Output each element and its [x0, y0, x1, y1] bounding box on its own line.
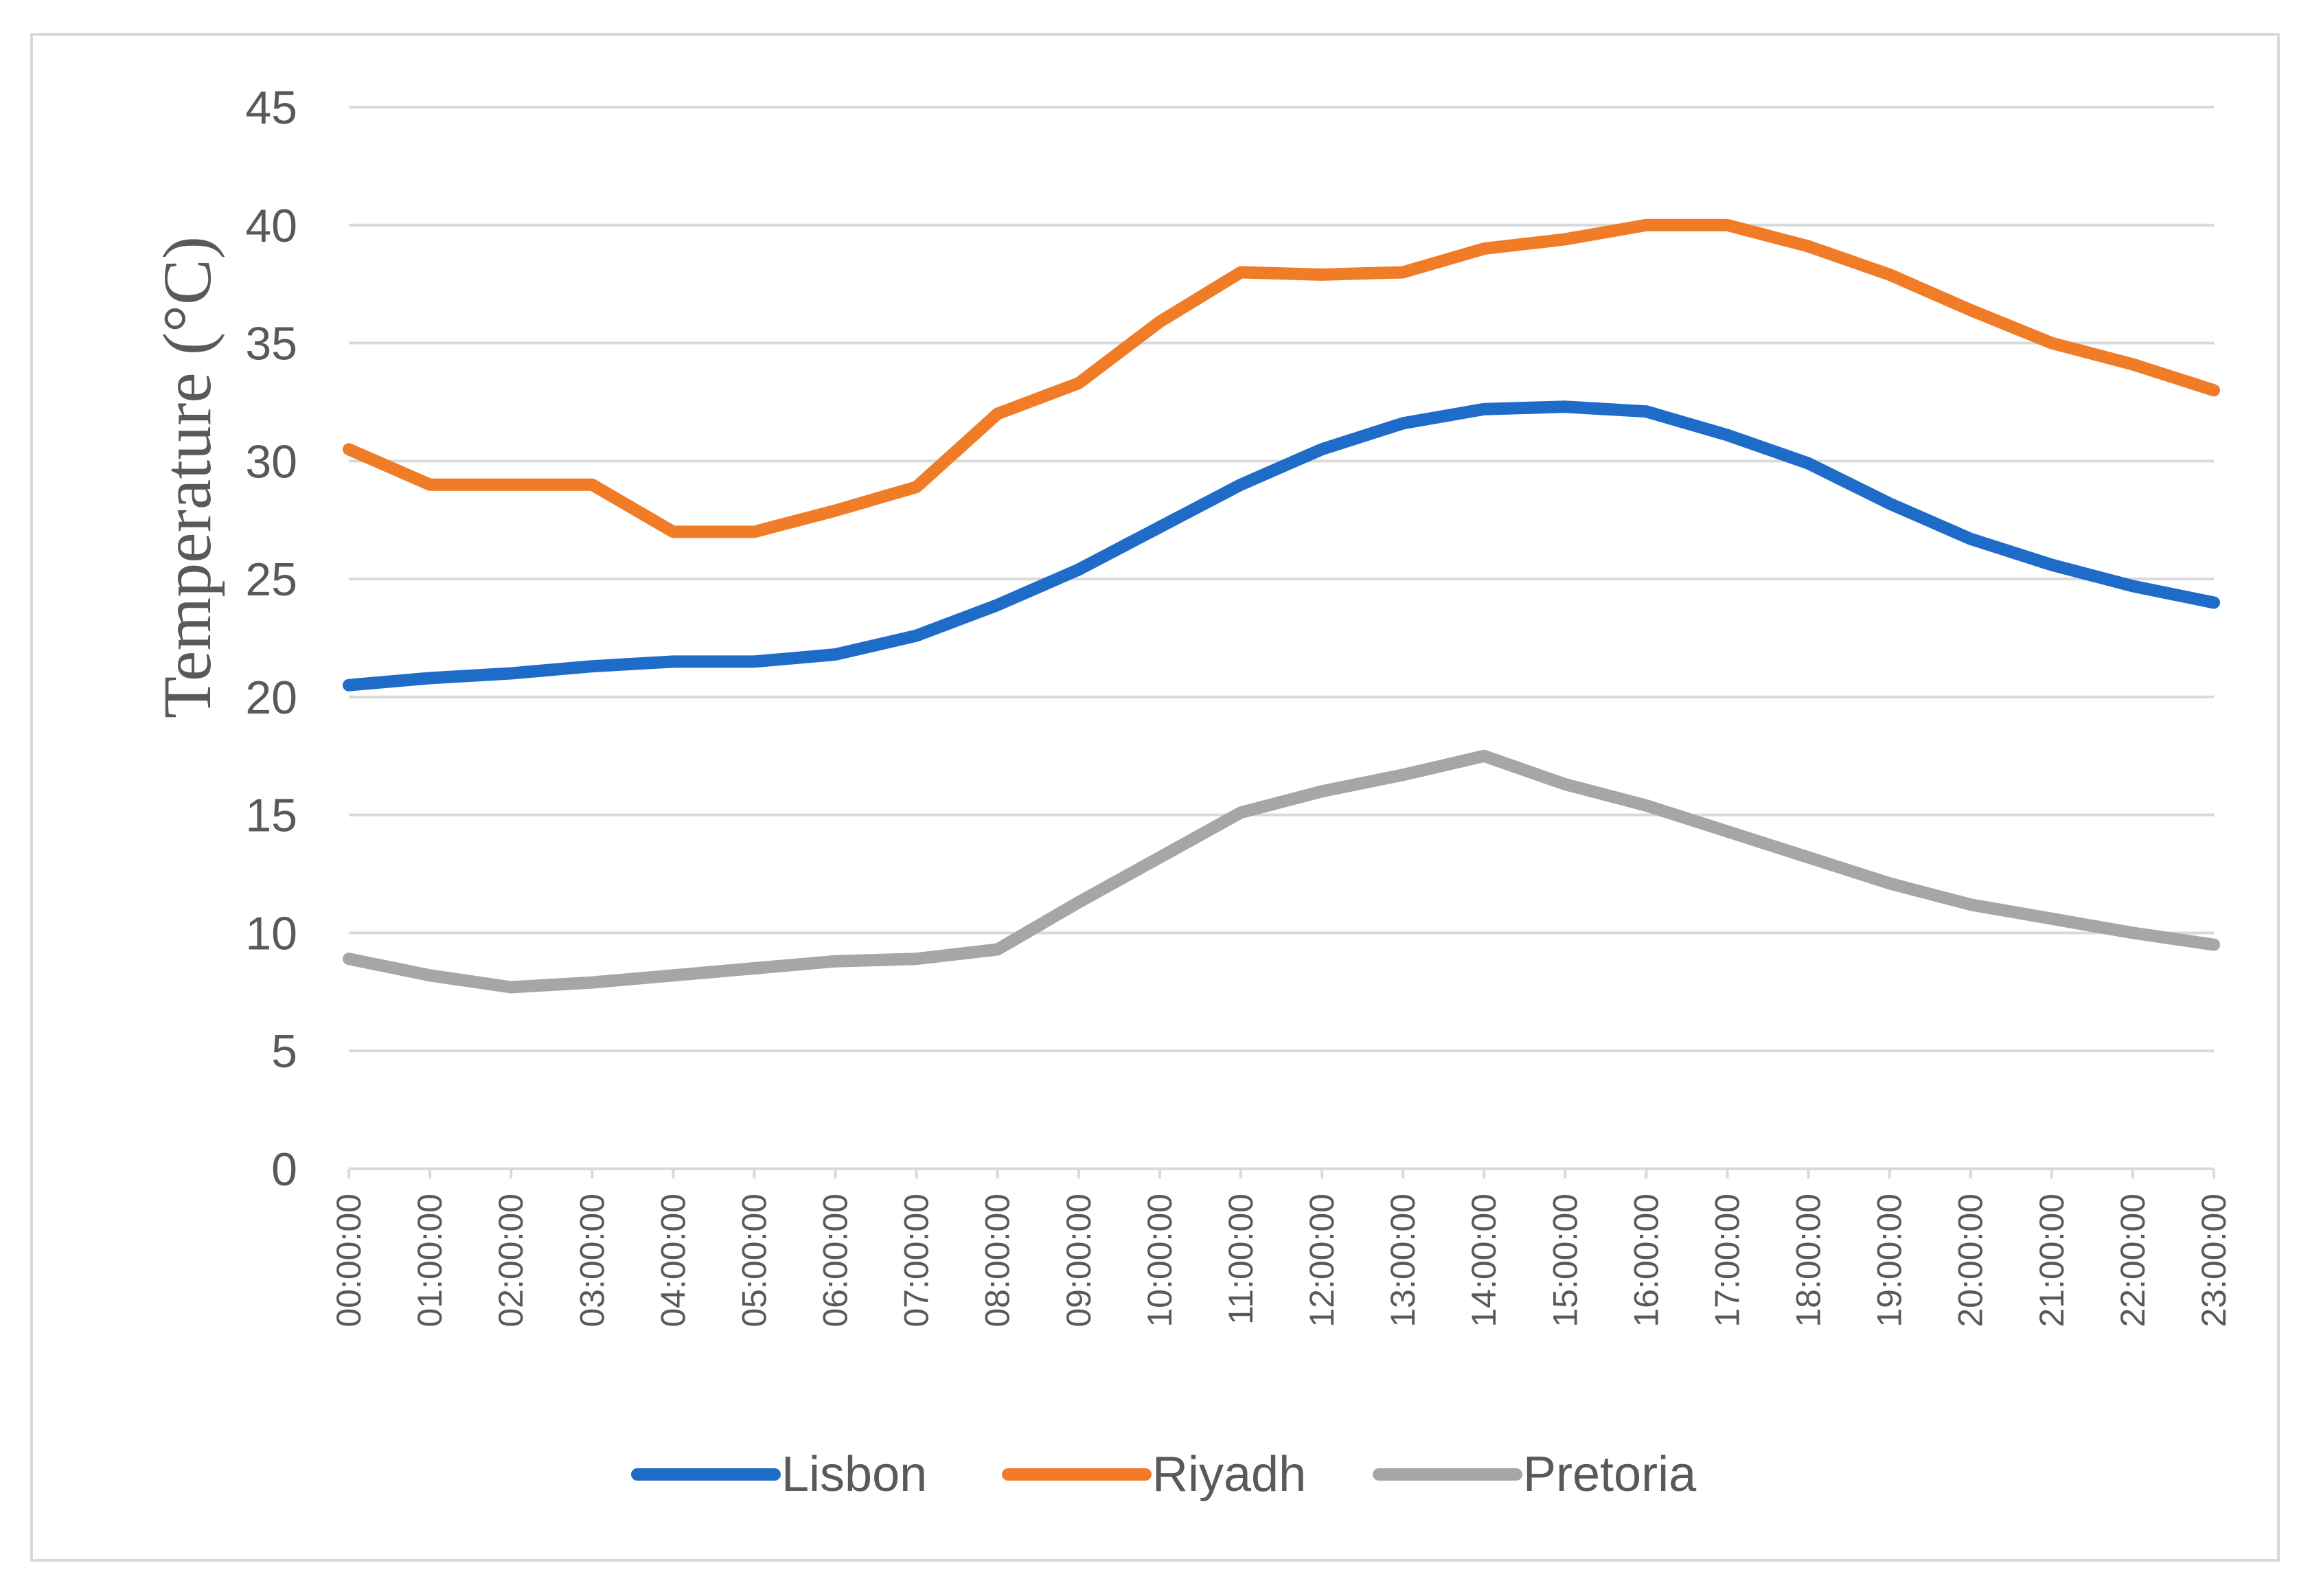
x-axis-ticks: 00:00:00 01:00:00 02:00:00 03:00:00 04:00:00…	[330, 1194, 2233, 1327]
gridlines	[349, 106, 2214, 1053]
y-tick-label: 10	[245, 907, 297, 959]
legend-label-riyadh: Riyadh	[1152, 1447, 1306, 1502]
x-axis	[347, 1167, 2215, 1178]
x-tick-label: 12:00:00	[1303, 1194, 1341, 1327]
y-tick-label: 15	[245, 790, 297, 842]
y-tick-label: 35	[245, 318, 297, 370]
y-tick-label: 20	[245, 672, 297, 724]
y-axis-ticks: 0 5 10 15 20 25 30 35 40 45	[245, 82, 297, 1196]
x-tick-label: 04:00:00	[654, 1194, 692, 1327]
y-tick-label: 30	[245, 435, 297, 488]
x-tick-label: 23:00:00	[2195, 1194, 2233, 1327]
x-tick-label: 13:00:00	[1384, 1194, 1422, 1327]
chart-frame: 0 5 10 15 20 25 30 35 40 45 00:00:00 01:00:00 02:00…	[30, 33, 2280, 1562]
y-tick-label: 40	[245, 200, 297, 252]
legend: Lisbon Riyadh Pretoria	[631, 1447, 1697, 1502]
x-tick-label: 08:00:00	[979, 1194, 1017, 1327]
x-tick-label: 21:00:00	[2033, 1194, 2071, 1327]
series-line-riyadh	[343, 218, 2220, 538]
x-tick-label: 17:00:00	[1708, 1194, 1746, 1327]
x-tick-label: 20:00:00	[1952, 1194, 1990, 1327]
x-tick-label: 14:00:00	[1465, 1194, 1503, 1327]
x-tick-label: 22:00:00	[2114, 1194, 2152, 1327]
x-tick-label: 10:00:00	[1141, 1194, 1179, 1327]
x-tick-label: 16:00:00	[1627, 1194, 1665, 1327]
legend-label-lisbon: Lisbon	[781, 1447, 927, 1502]
x-tick-label: 19:00:00	[1871, 1194, 1909, 1327]
y-tick-label: 25	[245, 554, 297, 606]
x-tick-label: 06:00:00	[816, 1194, 855, 1327]
series-lines	[343, 218, 2220, 994]
x-tick-label: 00:00:00	[330, 1194, 368, 1327]
y-axis-label: Temperature (°C)	[149, 236, 225, 718]
x-tick-label: 15:00:00	[1546, 1194, 1584, 1327]
x-tick-label: 05:00:00	[735, 1194, 773, 1327]
x-tick-label: 07:00:00	[897, 1194, 936, 1327]
x-tick-label: 09:00:00	[1060, 1194, 1098, 1327]
x-tick-label: 03:00:00	[573, 1194, 611, 1327]
series-line-lisbon	[343, 400, 2220, 692]
legend-label-pretoria: Pretoria	[1523, 1447, 1697, 1502]
y-tick-label: 45	[245, 82, 297, 134]
x-tick-label: 01:00:00	[411, 1194, 449, 1327]
y-tick-label: 5	[271, 1025, 297, 1078]
x-tick-label: 11:00:00	[1222, 1194, 1260, 1325]
x-tick-label: 02:00:00	[492, 1194, 530, 1327]
y-tick-label: 0	[271, 1143, 297, 1196]
line-chart: 0 5 10 15 20 25 30 35 40 45 00:00:00 01:00:00 02:00…	[149, 82, 2233, 1502]
x-tick-label: 18:00:00	[1789, 1194, 1828, 1327]
series-line-pretoria	[343, 749, 2220, 994]
